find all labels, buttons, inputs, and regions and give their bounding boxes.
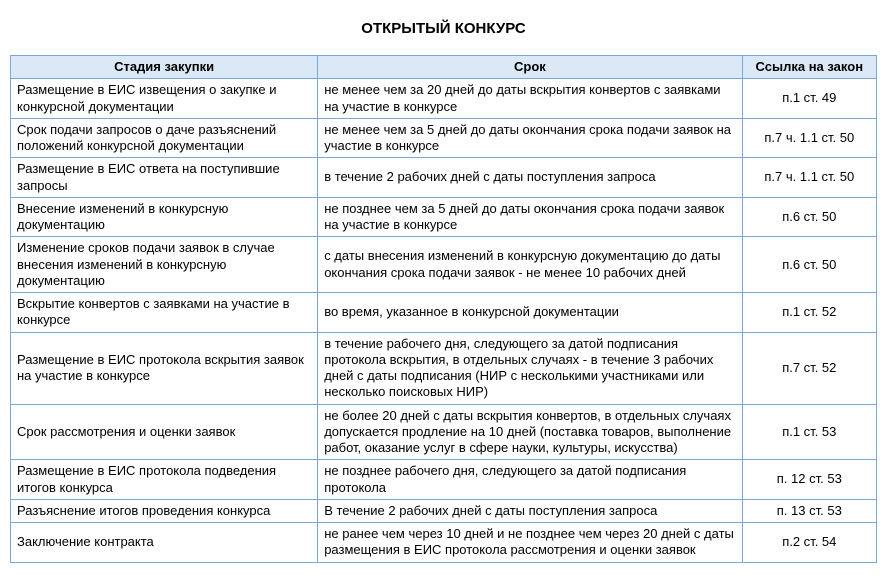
cell-term: в течение 2 рабочих дней с даты поступле… — [318, 158, 742, 198]
cell-law: п.7 ст. 52 — [742, 332, 876, 404]
cell-law: п.1 ст. 53 — [742, 404, 876, 460]
table-row: Размещение в ЕИС извещения о закупке и к… — [11, 79, 877, 119]
table-row: Разъяснение итогов проведения конкурса В… — [11, 499, 877, 522]
cell-term: с даты внесения изменений в конкурсную д… — [318, 237, 742, 293]
table-row: Заключение контракта не ранее чем через … — [11, 523, 877, 563]
cell-stage: Внесение изменений в конкурсную документ… — [11, 197, 318, 237]
cell-stage: Вскрытие конвертов с заявками на участие… — [11, 293, 318, 333]
table-header-row: Стадия закупки Срок Ссылка на закон — [11, 56, 877, 79]
cell-stage: Размещение в ЕИС извещения о закупке и к… — [11, 79, 318, 119]
col-header-stage: Стадия закупки — [11, 56, 318, 79]
table-row: Внесение изменений в конкурсную документ… — [11, 197, 877, 237]
cell-law: п.6 ст. 50 — [742, 197, 876, 237]
cell-law: п.7 ч. 1.1 ст. 50 — [742, 118, 876, 158]
cell-term: не позднее чем за 5 дней до даты окончан… — [318, 197, 742, 237]
page-title: ОТКРЫТЫЙ КОНКУРС — [10, 20, 877, 37]
cell-term: не позднее рабочего дня, следующего за д… — [318, 460, 742, 500]
cell-stage: Размещение в ЕИС протокола вскрытия заяв… — [11, 332, 318, 404]
cell-law: п.7 ч. 1.1 ст. 50 — [742, 158, 876, 198]
col-header-term: Срок — [318, 56, 742, 79]
table-row: Размещение в ЕИС протокола вскрытия заяв… — [11, 332, 877, 404]
cell-law: п.1 ст. 52 — [742, 293, 876, 333]
cell-law: п. 13 ст. 53 — [742, 499, 876, 522]
col-header-law: Ссылка на закон — [742, 56, 876, 79]
cell-stage: Срок подачи запросов о даче разъяснений … — [11, 118, 318, 158]
cell-stage: Размещение в ЕИС ответа на поступившие з… — [11, 158, 318, 198]
cell-law: п.6 ст. 50 — [742, 237, 876, 293]
cell-law: п.1 ст. 49 — [742, 79, 876, 119]
cell-stage: Размещение в ЕИС протокола подведения ит… — [11, 460, 318, 500]
cell-term: не менее чем за 5 дней до даты окончания… — [318, 118, 742, 158]
cell-term: В течение 2 рабочих дней с даты поступле… — [318, 499, 742, 522]
cell-term: не ранее чем через 10 дней и не позднее … — [318, 523, 742, 563]
cell-term: не менее чем за 20 дней до даты вскрытия… — [318, 79, 742, 119]
cell-stage: Заключение контракта — [11, 523, 318, 563]
cell-term: не более 20 дней с даты вскрытия конверт… — [318, 404, 742, 460]
cell-law: п.2 ст. 54 — [742, 523, 876, 563]
procurement-table: Стадия закупки Срок Ссылка на закон Разм… — [10, 55, 877, 563]
table-row: Срок рассмотрения и оценки заявок не бол… — [11, 404, 877, 460]
cell-term: во время, указанное в конкурсной докумен… — [318, 293, 742, 333]
cell-stage: Разъяснение итогов проведения конкурса — [11, 499, 318, 522]
table-row: Срок подачи запросов о даче разъяснений … — [11, 118, 877, 158]
cell-law: п. 12 ст. 53 — [742, 460, 876, 500]
table-row: Вскрытие конвертов с заявками на участие… — [11, 293, 877, 333]
cell-stage: Срок рассмотрения и оценки заявок — [11, 404, 318, 460]
cell-stage: Изменение сроков подачи заявок в случае … — [11, 237, 318, 293]
table-row: Размещение в ЕИС протокола подведения ит… — [11, 460, 877, 500]
cell-term: в течение рабочего дня, следующего за да… — [318, 332, 742, 404]
table-row: Изменение сроков подачи заявок в случае … — [11, 237, 877, 293]
table-row: Размещение в ЕИС ответа на поступившие з… — [11, 158, 877, 198]
